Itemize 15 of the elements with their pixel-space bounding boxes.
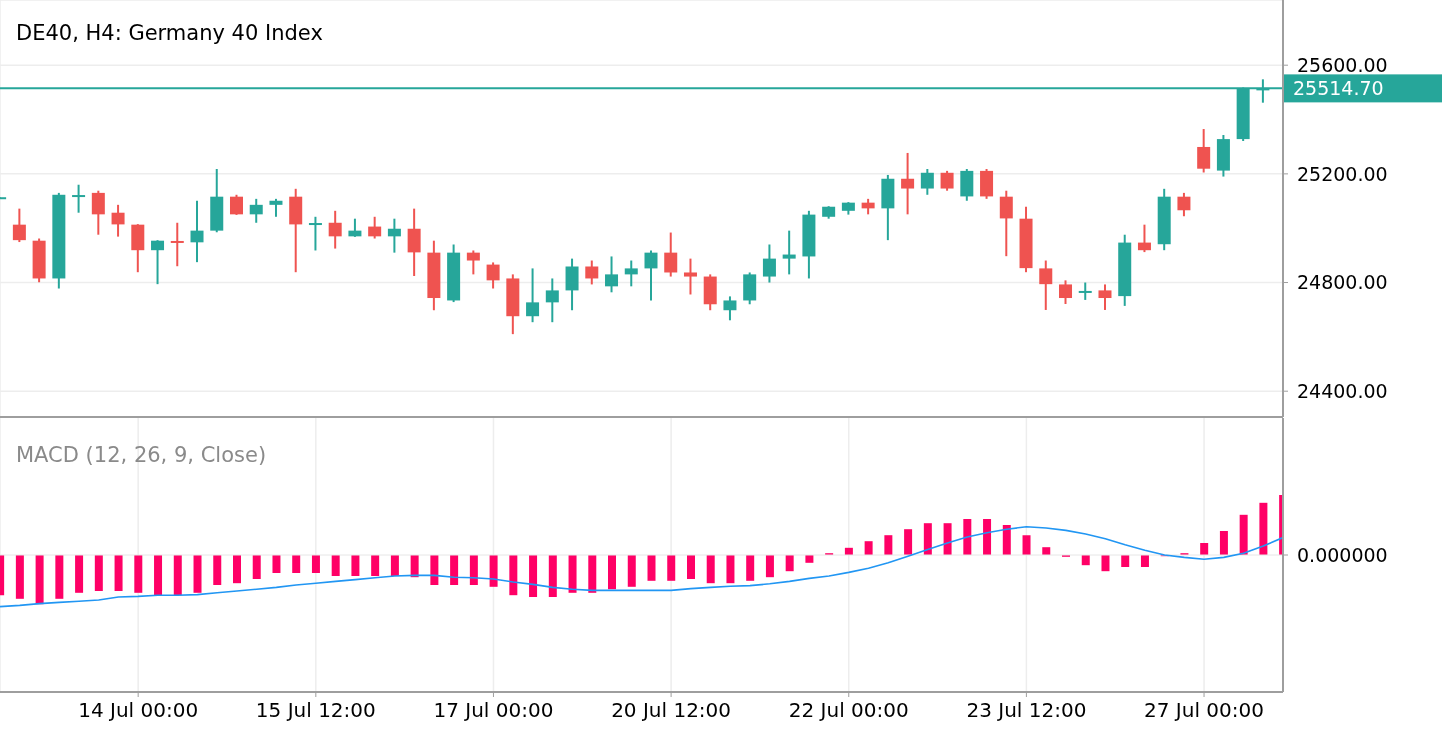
x-tick-label: 17 Jul 00:00 bbox=[433, 698, 554, 723]
ref-line-label: 25514.70 bbox=[1293, 77, 1384, 100]
y-tick-label: 24800.00 bbox=[1297, 271, 1388, 294]
chart-title: MACD (12, 26, 9, Close) bbox=[16, 442, 267, 468]
x-tick-label: 20 Jul 12:00 bbox=[611, 698, 732, 723]
x-tick-label: 27 Jul 00:00 bbox=[1144, 698, 1265, 723]
y-tick-label: 25600.00 bbox=[1297, 53, 1388, 76]
x-tick-label: 23 Jul 12:00 bbox=[966, 698, 1087, 723]
x-tick-label: 14 Jul 00:00 bbox=[78, 698, 199, 723]
x-tick-label: 15 Jul 12:00 bbox=[255, 698, 376, 723]
x-tick-label: 22 Jul 00:00 bbox=[788, 698, 909, 723]
y-tick-label: 24400.00 bbox=[1297, 379, 1388, 402]
y-tick-label: 25200.00 bbox=[1297, 162, 1388, 185]
text: DE40, H4: Germany 40 Index bbox=[16, 20, 323, 46]
ref-line-label: 0.000000 bbox=[1297, 543, 1388, 566]
